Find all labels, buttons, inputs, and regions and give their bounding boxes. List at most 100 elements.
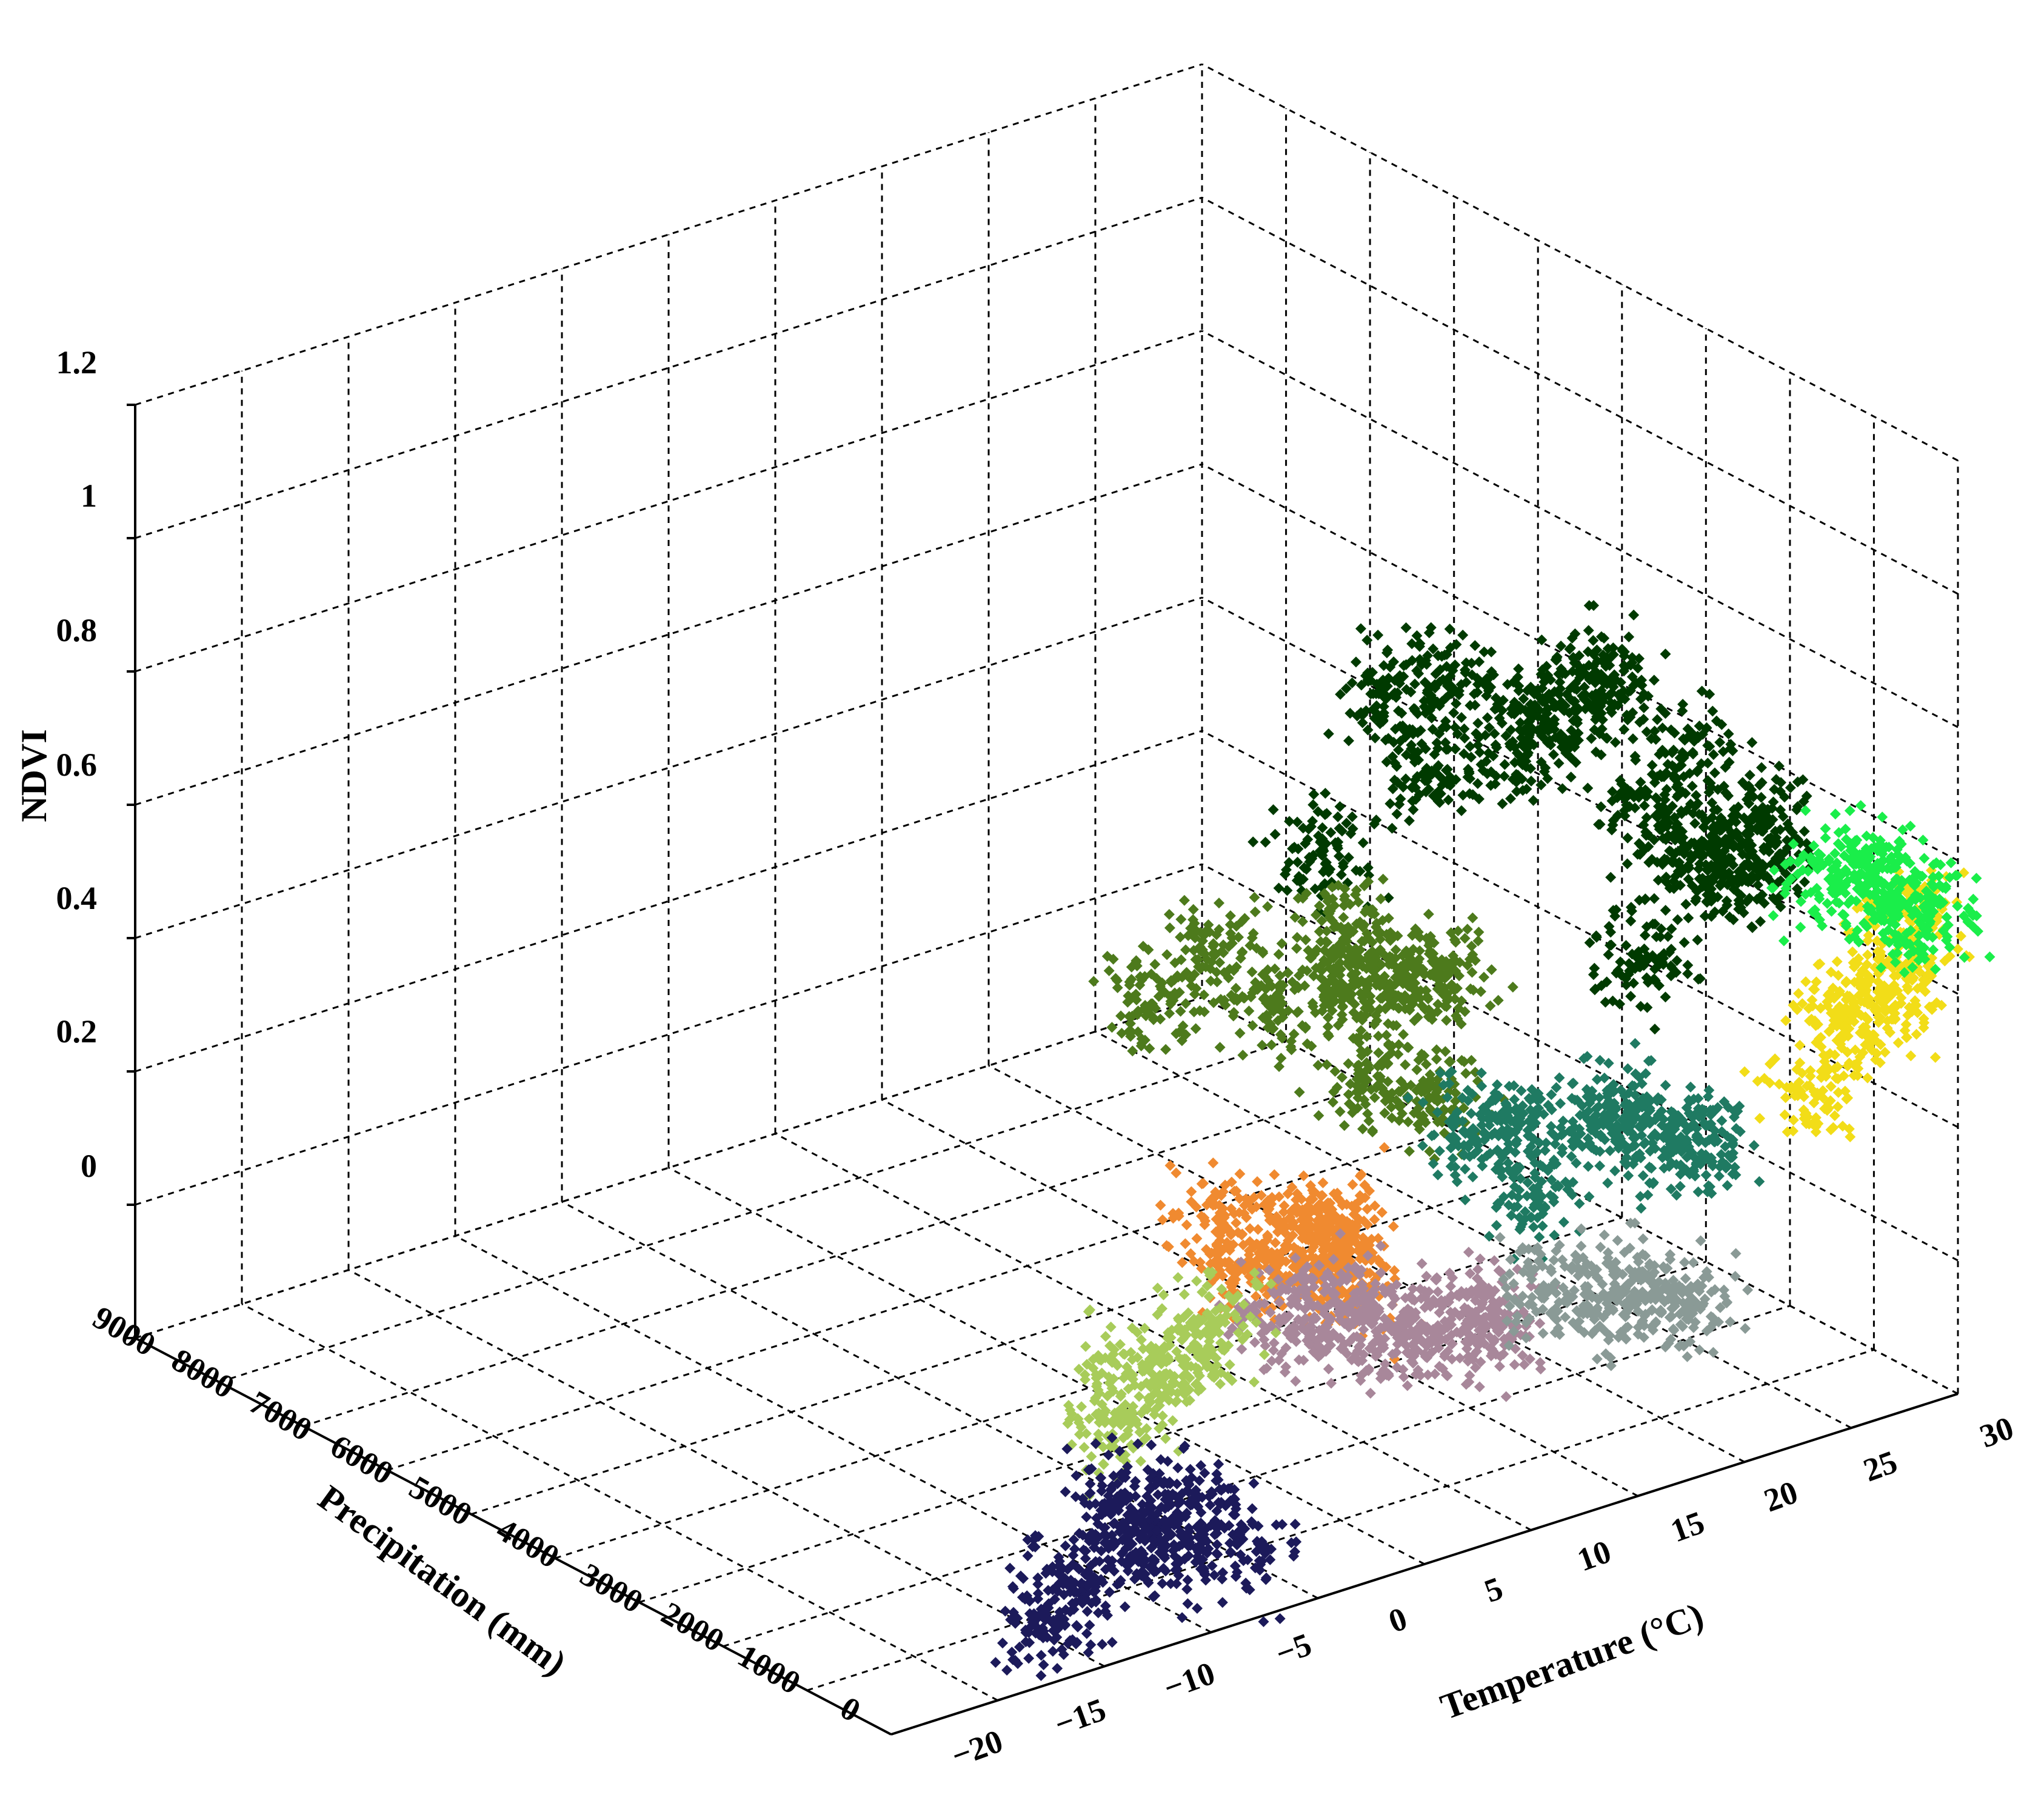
- scatter-point: [1464, 953, 1475, 965]
- scatter-point: [1555, 1098, 1566, 1109]
- scatter-point: [1518, 693, 1529, 705]
- scatter-point: [1671, 955, 1683, 966]
- scatter-point: [1689, 818, 1701, 829]
- scatter-point: [1708, 833, 1719, 844]
- wall-grid-line: [135, 63, 1203, 406]
- scatter-point: [1303, 851, 1315, 863]
- scatter-point: [1478, 971, 1489, 983]
- scatter-point: [1681, 805, 1692, 816]
- scatter-point: [1335, 941, 1347, 952]
- scatter-point: [1384, 935, 1396, 946]
- scatter-point: [1314, 926, 1325, 937]
- scatter-point: [1589, 984, 1600, 996]
- scatter-point: [1678, 937, 1690, 948]
- scatter-point: [1400, 622, 1412, 633]
- scatter-point: [1047, 1645, 1058, 1657]
- scatter-point: [1792, 801, 1803, 812]
- scatter-point: [1380, 1095, 1391, 1107]
- scatter-point: [1424, 765, 1439, 780]
- scatter-point: [1261, 997, 1272, 1009]
- scatter-point: [1318, 866, 1329, 878]
- scatter-point: [1528, 1221, 1539, 1233]
- scatter-point: [1131, 955, 1142, 967]
- scatter-point: [1382, 992, 1394, 1004]
- scatter-point: [1247, 836, 1259, 848]
- scatter-point: [1374, 1004, 1385, 1015]
- scatter-point: [1671, 967, 1682, 978]
- scatter-point: [1424, 1146, 1435, 1157]
- scatter-point: [1642, 790, 1653, 802]
- scatter-point: [1175, 914, 1187, 925]
- scatter-point: [1638, 800, 1650, 811]
- scatter-point: [1297, 964, 1308, 976]
- scatter-point: [1609, 737, 1621, 748]
- scatter-point: [1473, 927, 1485, 938]
- scatter-point: [1132, 1007, 1144, 1018]
- scatter-point: [1247, 1020, 1258, 1031]
- scatter-point: [1348, 926, 1359, 937]
- scatter-point: [1542, 703, 1554, 714]
- scatter-point: [1300, 1022, 1311, 1034]
- scatter-point: [1669, 727, 1680, 739]
- scatter-point: [1381, 647, 1392, 659]
- scatter-point: [1475, 986, 1486, 997]
- scatter-point: [1609, 1165, 1621, 1177]
- scatter-point: [1702, 865, 1714, 876]
- scatter-point: [1448, 707, 1460, 719]
- scatter-point: [1428, 643, 1439, 654]
- scatter-point: [1686, 781, 1698, 792]
- scatter-point: [1398, 1029, 1409, 1040]
- scatter-point: [1583, 659, 1595, 671]
- scatter-point: [1583, 600, 1595, 611]
- scatter-point: [1643, 841, 1654, 852]
- scatter-point: [1434, 797, 1445, 808]
- scatter-point: [1505, 793, 1516, 804]
- scatter-point: [1466, 669, 1478, 681]
- scatter-point: [1357, 1123, 1368, 1134]
- scatter-point: [1641, 726, 1652, 738]
- scatter-point: [1498, 770, 1510, 782]
- scatter-point: [1318, 945, 1330, 956]
- scatter-point: [1169, 957, 1181, 968]
- scatter-point: [1524, 710, 1535, 721]
- scatter-point: [1291, 931, 1303, 943]
- scatter-point: [1634, 838, 1645, 849]
- scatter-point: [1260, 836, 1271, 848]
- scatter-point: [1311, 909, 1321, 921]
- scatter-point: [1401, 1041, 1413, 1053]
- scatter-point: [1297, 822, 1309, 834]
- scatter-point: [1419, 775, 1431, 787]
- scatter-point: [1308, 799, 1319, 810]
- scatter-point: [1437, 774, 1449, 785]
- scatter-point: [1637, 1170, 1649, 1181]
- scatter-point: [1777, 811, 1789, 822]
- scatter-point: [1353, 896, 1364, 908]
- scatter-point: [1658, 959, 1669, 970]
- scatter-point: [1594, 1054, 1606, 1066]
- scatter-point: [1474, 1381, 1485, 1393]
- wall-grid-line: [1201, 863, 1959, 1262]
- scatter-point: [1677, 699, 1689, 710]
- scatter-point: [1485, 1000, 1496, 1011]
- scatter-point: [1583, 625, 1594, 636]
- scatter-point: [1655, 923, 1667, 934]
- scatter-point: [1378, 1142, 1390, 1153]
- scatter-point: [1383, 1038, 1394, 1050]
- scatter-point: [1589, 962, 1600, 974]
- scatter-point: [1714, 1170, 1725, 1182]
- scatter-point: [1591, 931, 1602, 943]
- scatter-point: [1410, 794, 1421, 805]
- scatter-point: [1696, 850, 1708, 861]
- scatter-point: [1115, 1010, 1127, 1022]
- scatter-point: [1402, 1092, 1414, 1104]
- scatter-point: [1682, 959, 1694, 971]
- scatter-point: [1548, 749, 1559, 761]
- scatter-point: [1297, 873, 1309, 885]
- scatter-point: [1307, 816, 1318, 827]
- scatter-point: [1584, 937, 1595, 948]
- scatter-point: [1144, 998, 1159, 1013]
- scatter-point: [1208, 997, 1220, 1008]
- scatter-point: [1184, 1464, 1196, 1475]
- scatter-point: [1234, 1027, 1246, 1039]
- scatter-point: [1277, 1011, 1289, 1023]
